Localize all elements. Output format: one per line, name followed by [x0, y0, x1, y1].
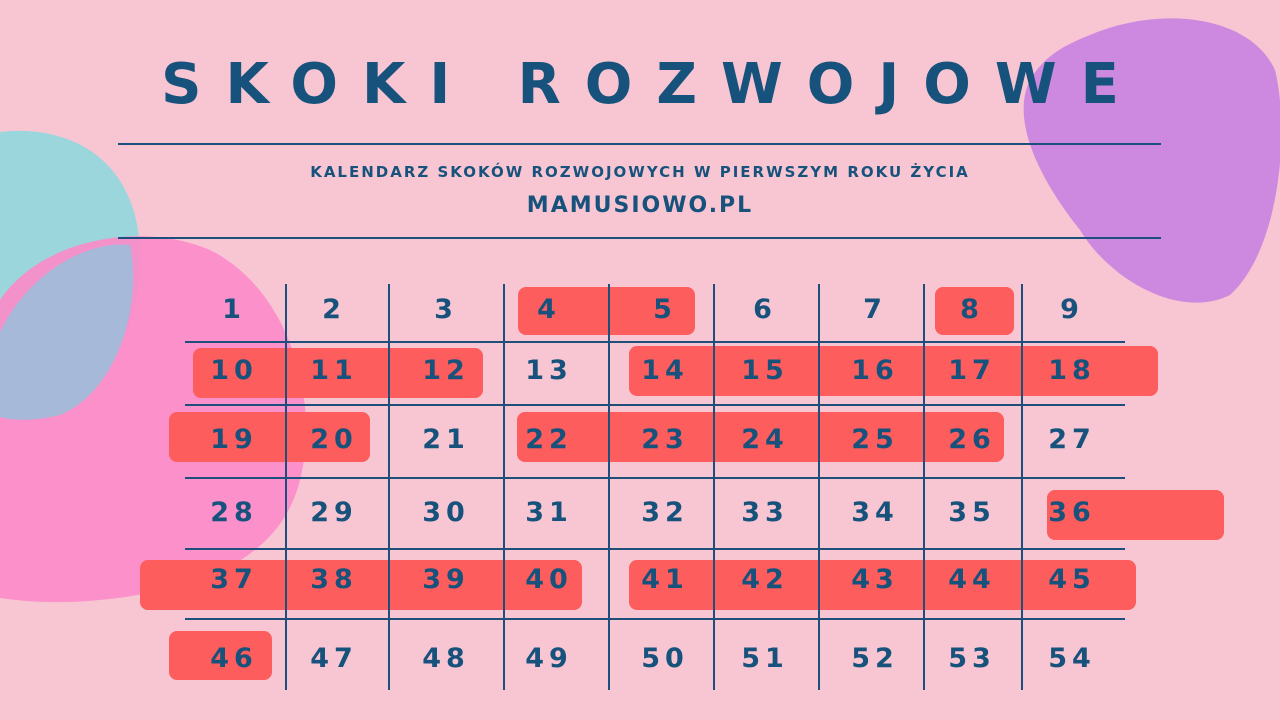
page-title: SKOKI ROZWOJOWE	[161, 52, 1143, 117]
week-number: 26	[948, 424, 996, 455]
highlight-37-40	[140, 560, 582, 610]
week-number: 36	[1048, 497, 1096, 528]
week-number: 18	[1048, 355, 1096, 386]
week-number: 42	[741, 564, 789, 595]
week-number: 48	[422, 643, 470, 674]
week-number: 25	[851, 424, 899, 455]
week-number: 7	[863, 294, 887, 325]
grid-line-v	[713, 284, 715, 690]
week-number: 12	[422, 355, 470, 386]
highlight-22-26	[517, 412, 1004, 462]
week-number: 10	[210, 355, 258, 386]
highlight-10-12	[193, 348, 483, 398]
week-number: 23	[641, 424, 689, 455]
week-number: 46	[210, 643, 258, 674]
week-number: 16	[851, 355, 899, 386]
grid-line-v	[503, 284, 505, 690]
grid-line-h	[185, 477, 1125, 479]
grid-line-v	[1021, 284, 1023, 690]
week-number: 24	[741, 424, 789, 455]
grid-line-v	[818, 284, 820, 690]
week-number: 31	[525, 497, 573, 528]
highlight-14-18	[629, 346, 1158, 396]
week-number: 49	[525, 643, 573, 674]
week-number: 28	[210, 497, 258, 528]
grid-line-h	[185, 404, 1125, 406]
week-number: 8	[960, 294, 984, 325]
week-number: 11	[310, 355, 358, 386]
week-number: 15	[741, 355, 789, 386]
week-number: 1	[222, 294, 246, 325]
grid-line-v	[285, 284, 287, 690]
grid-line-v	[388, 284, 390, 690]
week-number: 6	[753, 294, 777, 325]
week-number: 29	[310, 497, 358, 528]
highlight-4-5	[518, 287, 695, 335]
grid-line-h	[185, 341, 1125, 343]
highlight-19-20	[169, 412, 370, 462]
week-number: 19	[210, 424, 258, 455]
week-number: 39	[422, 564, 470, 595]
week-number: 21	[422, 424, 470, 455]
week-number: 13	[525, 355, 573, 386]
week-number: 4	[537, 294, 561, 325]
week-number: 34	[851, 497, 899, 528]
week-number: 51	[741, 643, 789, 674]
week-number: 47	[310, 643, 358, 674]
site-name: MAMUSIOWO.PL	[526, 193, 754, 218]
grid-line-h	[185, 618, 1125, 620]
week-number: 38	[310, 564, 358, 595]
week-number: 45	[1048, 564, 1096, 595]
week-number: 43	[851, 564, 899, 595]
highlight-46	[169, 631, 272, 680]
subtitle: KALENDARZ SKOKÓW ROZWOJOWYCH W PIERWSZYM…	[310, 163, 970, 181]
teal-pink-overlap	[0, 244, 134, 420]
grid-line-v	[923, 284, 925, 690]
week-number: 41	[641, 564, 689, 595]
week-number: 50	[641, 643, 689, 674]
week-number: 32	[641, 497, 689, 528]
grid-line-v	[608, 284, 610, 690]
week-number: 33	[741, 497, 789, 528]
week-number: 20	[310, 424, 358, 455]
week-number: 22	[525, 424, 573, 455]
week-number: 37	[210, 564, 258, 595]
week-number: 52	[851, 643, 899, 674]
highlight-36	[1047, 490, 1224, 540]
grid-line-h	[185, 548, 1125, 550]
week-number: 5	[653, 294, 677, 325]
divider-top	[118, 143, 1161, 145]
week-number: 3	[434, 294, 458, 325]
week-number: 54	[1048, 643, 1096, 674]
week-number: 17	[948, 355, 996, 386]
week-number: 9	[1060, 294, 1084, 325]
week-number: 44	[948, 564, 996, 595]
week-number: 14	[641, 355, 689, 386]
week-number: 35	[948, 497, 996, 528]
week-number: 53	[948, 643, 996, 674]
divider-bottom	[118, 237, 1161, 239]
week-number: 40	[525, 564, 573, 595]
purple-blob	[1023, 18, 1280, 303]
highlight-8	[935, 287, 1014, 335]
week-number: 27	[1048, 424, 1096, 455]
week-number: 2	[322, 294, 346, 325]
week-number: 30	[422, 497, 470, 528]
